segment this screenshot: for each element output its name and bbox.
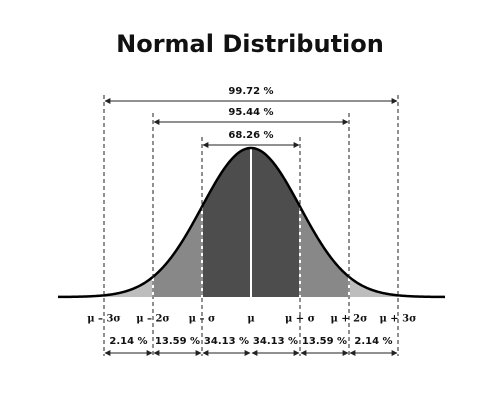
segment-area	[104, 276, 153, 297]
sigma-label: μ – 3σ	[87, 314, 121, 325]
labels: 99.72 % 95.44 % 68.26 % μ – 3σ μ – 2σ μ – σ μ μ…	[87, 86, 416, 347]
sigma-label: μ + 3σ	[380, 314, 417, 325]
segment-area	[202, 148, 251, 297]
sigma-label: μ + σ	[285, 314, 315, 325]
range-label: 95.44 %	[228, 107, 273, 118]
sigma-label: μ + 2σ	[331, 314, 368, 325]
segment-area	[349, 276, 398, 297]
title: Normal Distribution	[116, 30, 384, 58]
range-label: 99.72 %	[228, 86, 273, 97]
curve	[57, 146, 446, 299]
curve-group	[57, 95, 446, 356]
segment-area	[251, 148, 300, 297]
range-label: 68.26 %	[228, 130, 273, 141]
segment-label: 13.59 %	[155, 336, 200, 347]
segment-label: 34.13 %	[253, 336, 298, 347]
segment-label: 34.13 %	[204, 336, 249, 347]
sigma-label: μ	[247, 314, 254, 325]
segment-label: 2.14 %	[354, 336, 392, 347]
segment-label: 13.59 %	[302, 336, 347, 347]
segment-label: 2.14 %	[109, 336, 147, 347]
sigma-label: μ – σ	[189, 314, 216, 325]
sigma-label: μ – 2σ	[136, 314, 170, 325]
